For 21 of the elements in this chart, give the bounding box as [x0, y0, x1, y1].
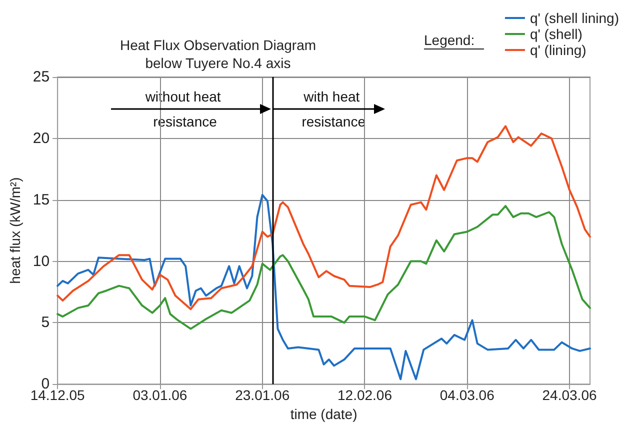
y-axis-title: heat flux (kW/m²) [7, 177, 23, 284]
annotation: with heat resistance [302, 88, 366, 130]
y-tick-label: 25 [32, 68, 50, 86]
x-tick-label: 23.01.06 [235, 387, 290, 404]
x-tick-label: 03.01.06 [132, 387, 188, 404]
line-series [56, 194, 591, 380]
legend-label: q' (shell) [530, 26, 582, 42]
y-tick-label: 15 [32, 191, 50, 208]
line-series [56, 204, 591, 330]
line-series [56, 125, 591, 310]
x-tick-label: 12.02.06 [337, 387, 392, 404]
x-tick-label: 04.03.06 [440, 387, 495, 404]
y-tick-label: 20 [32, 130, 50, 147]
x-axis-title: time (date) [290, 406, 358, 422]
y-tick-label: 10 [32, 252, 50, 270]
legend-label: q' (shell lining) [530, 10, 619, 26]
x-tick-label: 24.03.06 [542, 387, 597, 404]
legend-label: q' (lining) [530, 42, 586, 58]
legend-title: Legend: [424, 32, 475, 48]
y-tick-label: 5 [41, 314, 50, 332]
chart-title: Heat Flux Observation Diagram below Tuyere No.4 axis [120, 37, 316, 71]
